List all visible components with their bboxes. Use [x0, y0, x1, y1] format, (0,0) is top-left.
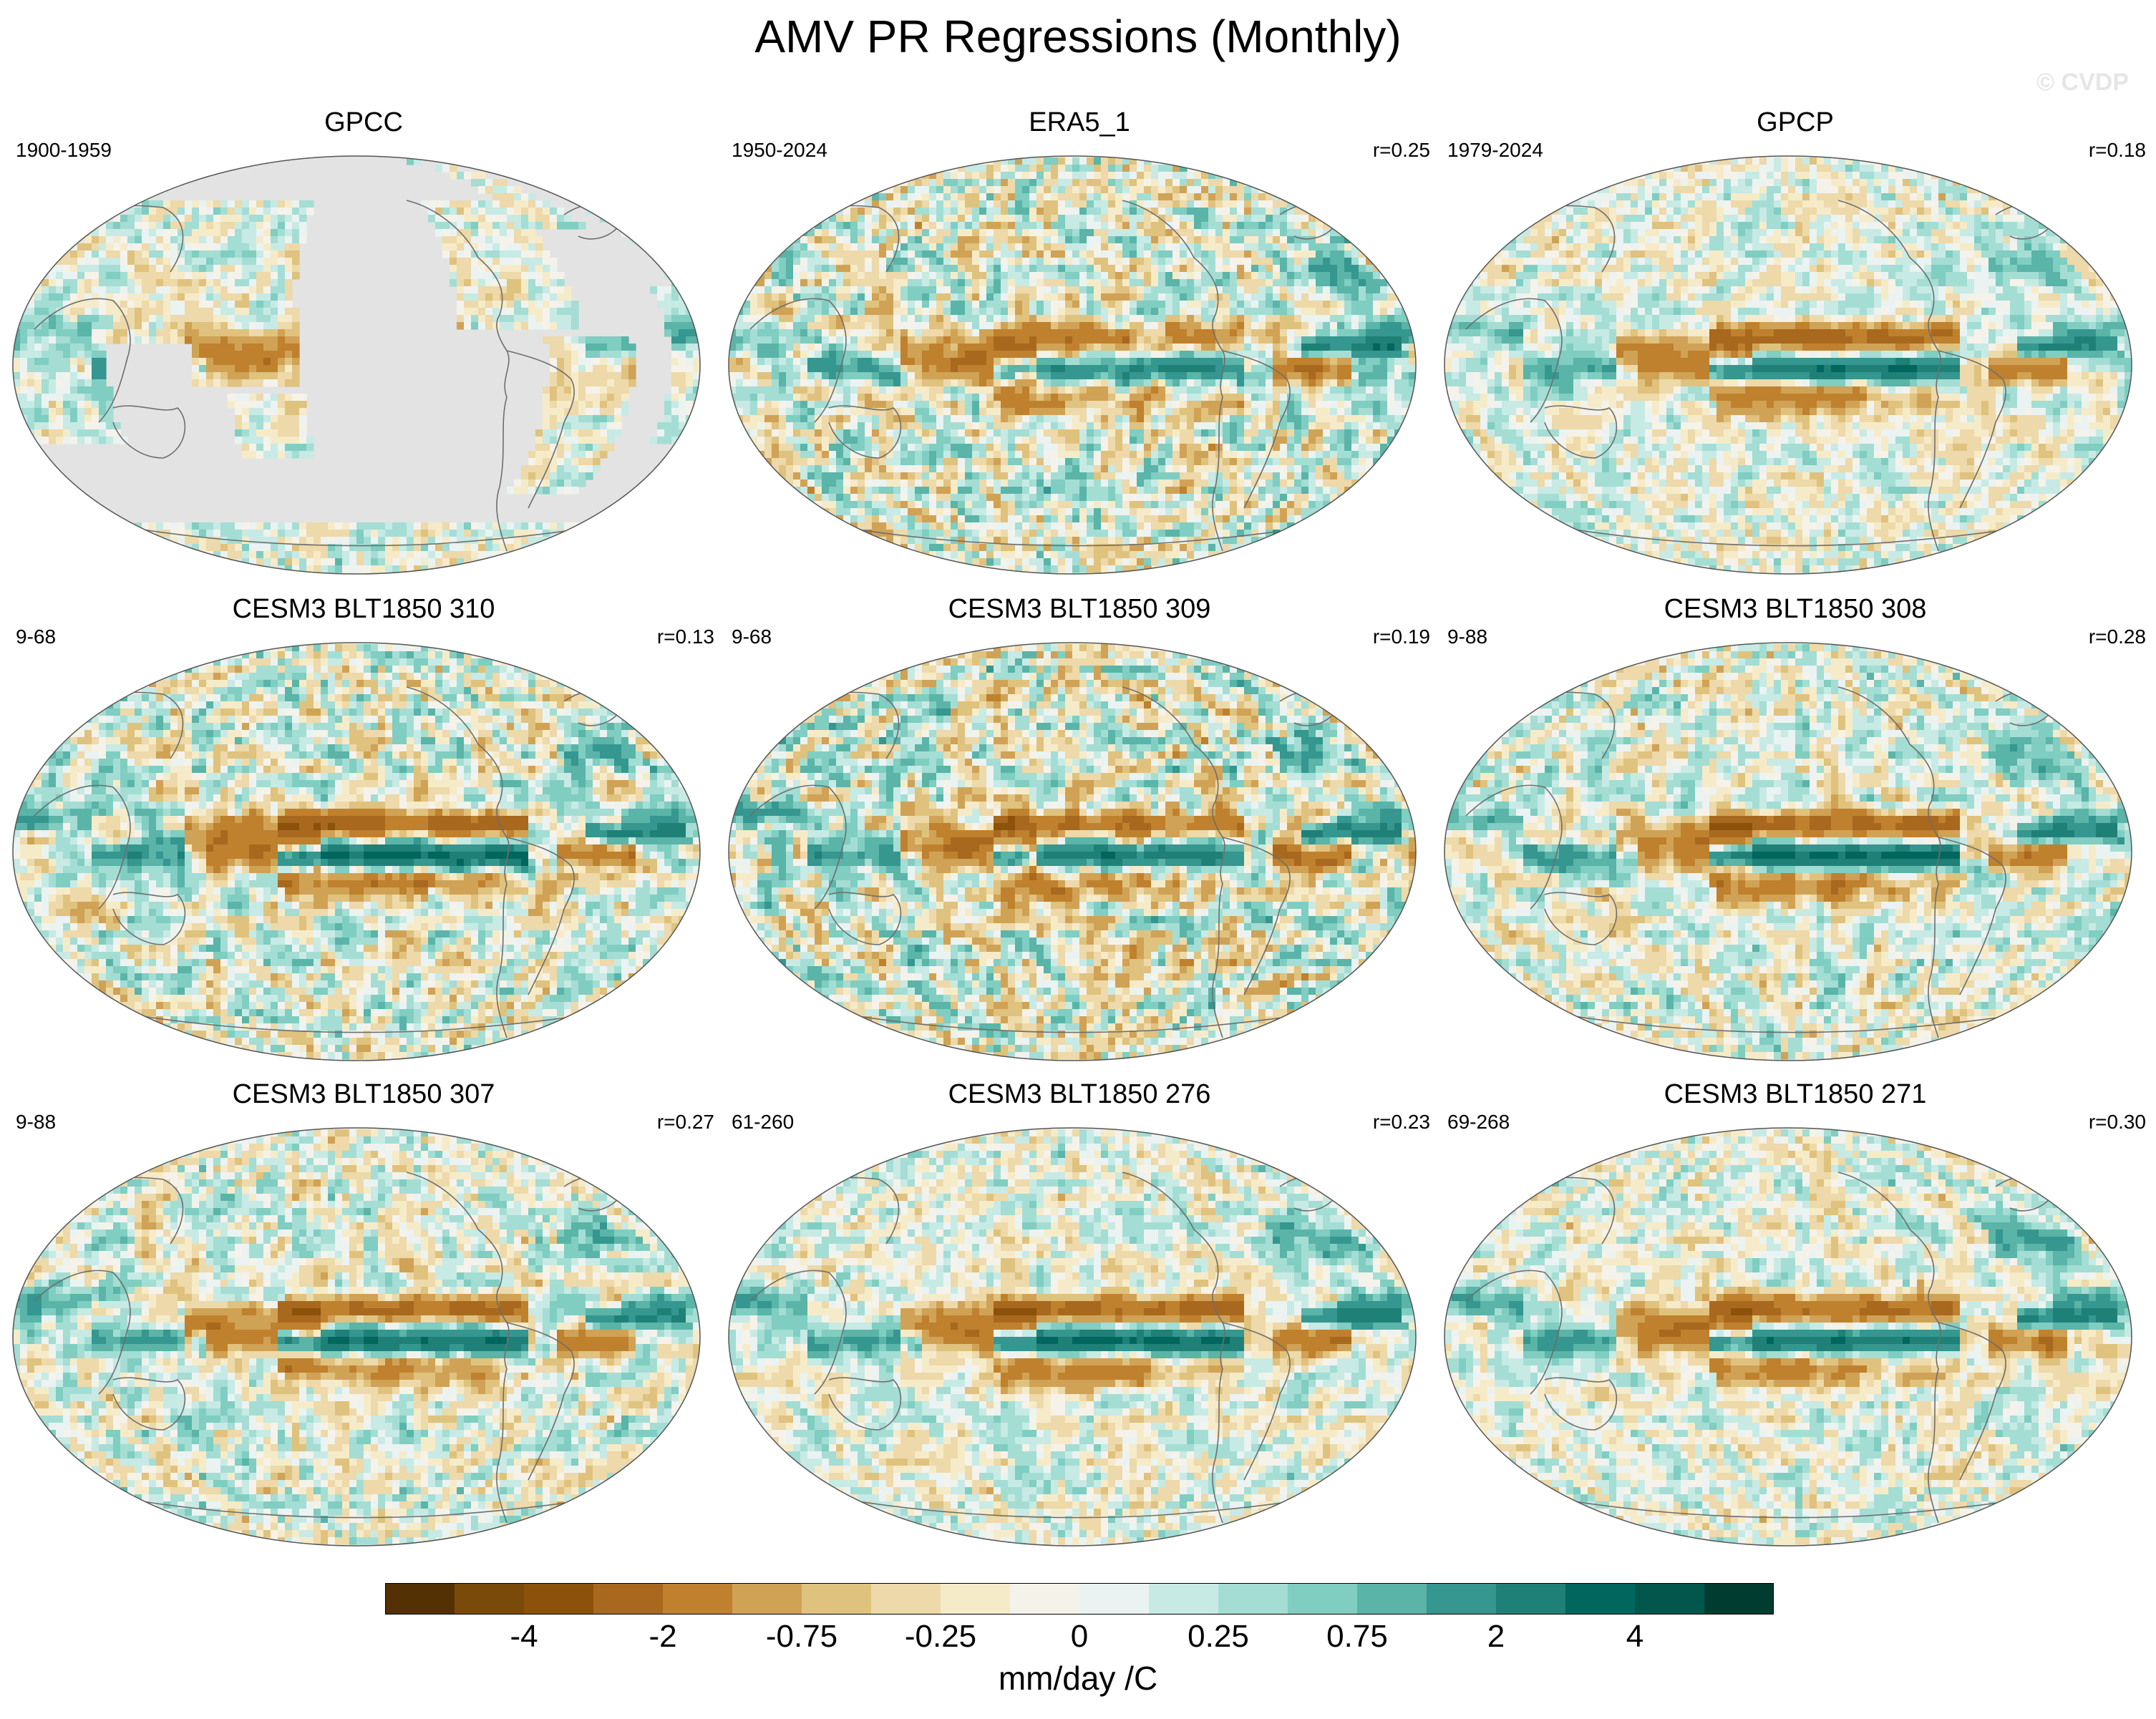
map-panel: GPCP 1979-2024 r=0.18 — [1437, 107, 2153, 580]
map-border — [12, 642, 701, 1061]
colorbar-swatch — [1288, 1583, 1358, 1615]
global-precip-map — [1444, 1127, 2132, 1547]
colorbar-swatch — [732, 1583, 802, 1615]
colorbar-tick-label: 2 — [1439, 1619, 1553, 1655]
map-border — [1444, 1127, 2132, 1547]
panel-title: CESM3 BLT1850 308 — [1437, 594, 2153, 625]
colorbar-tick-label: 0.75 — [1300, 1619, 1414, 1655]
precip-field — [729, 643, 1416, 1061]
colorbar-swatch — [1218, 1583, 1288, 1615]
colorbar-swatch — [593, 1583, 664, 1615]
panel-period: 9-88 — [1447, 625, 1487, 648]
colorbar-units-label: mm/day /C — [0, 1659, 2156, 1698]
panel-correlation: r=0.25 — [1373, 139, 1430, 162]
panel-title: CESM3 BLT1850 307 — [6, 1079, 722, 1110]
map-panel: GPCC 1900-1959 — [6, 107, 722, 580]
precip-field — [729, 1128, 1416, 1546]
panel-title: CESM3 BLT1850 309 — [722, 594, 1437, 625]
global-precip-map — [12, 155, 701, 575]
precip-field — [13, 643, 700, 1061]
map-border — [12, 155, 701, 575]
precip-field — [729, 156, 1416, 574]
precip-field — [1444, 643, 2132, 1061]
global-precip-map — [12, 642, 701, 1061]
panel-correlation: r=0.23 — [1373, 1111, 1430, 1134]
colorbar-tick-label: -0.75 — [744, 1619, 859, 1655]
precip-field — [1444, 1128, 2132, 1546]
panel-correlation: r=0.13 — [657, 625, 714, 648]
map-panel: CESM3 BLT1850 276 61-260 r=0.23 — [722, 1079, 1437, 1552]
global-precip-map — [1444, 155, 2132, 575]
panel-period: 9-68 — [732, 625, 772, 648]
colorbar — [385, 1583, 1774, 1615]
panel-period: 1900-1959 — [16, 139, 112, 162]
map-border — [728, 642, 1417, 1061]
colorbar-swatch — [1704, 1583, 1774, 1615]
map-panel: CESM3 BLT1850 271 69-268 r=0.30 — [1437, 1079, 2153, 1552]
global-precip-map — [728, 1127, 1417, 1547]
global-precip-map — [728, 155, 1417, 575]
panel-title: CESM3 BLT1850 310 — [6, 594, 722, 625]
colorbar-tick-label: 4 — [1578, 1619, 1692, 1655]
panel-correlation: r=0.28 — [2089, 625, 2146, 648]
global-precip-map — [12, 1127, 701, 1547]
global-precip-map — [1444, 642, 2132, 1061]
panel-correlation: r=0.18 — [2089, 139, 2146, 162]
panel-correlation: r=0.27 — [657, 1111, 714, 1134]
panel-title: GPCC — [6, 107, 722, 138]
colorbar-swatch — [1010, 1583, 1080, 1615]
panel-correlation: r=0.19 — [1373, 625, 1430, 648]
colorbar-swatch — [1427, 1583, 1497, 1615]
map-panel: ERA5_1 1950-2024 r=0.25 — [722, 107, 1437, 580]
map-panel: CESM3 BLT1850 310 9-68 r=0.13 — [6, 594, 722, 1066]
colorbar-swatch — [802, 1583, 872, 1615]
precip-field — [13, 1128, 700, 1546]
colorbar-tick-label: 0 — [1022, 1619, 1137, 1655]
panel-period: 61-260 — [732, 1111, 794, 1134]
colorbar-swatch — [941, 1583, 1011, 1615]
map-border — [12, 1127, 701, 1547]
map-panel: CESM3 BLT1850 309 9-68 r=0.19 — [722, 594, 1437, 1066]
colorbar-frame — [385, 1583, 1774, 1615]
panel-period: 9-88 — [16, 1111, 56, 1134]
colorbar-swatch — [524, 1583, 594, 1615]
panel-title: GPCP — [1437, 107, 2153, 138]
panel-title: ERA5_1 — [722, 107, 1437, 138]
colorbar-swatch — [663, 1583, 733, 1615]
colorbar-tick-label: 0.25 — [1161, 1619, 1276, 1655]
colorbar-swatch — [1079, 1583, 1150, 1615]
colorbar-swatch — [1565, 1583, 1636, 1615]
panel-correlation: r=0.30 — [2089, 1111, 2146, 1134]
colorbar-swatch — [1635, 1583, 1705, 1615]
colorbar-swatch — [1357, 1583, 1427, 1615]
map-border — [1444, 155, 2132, 575]
colorbar-tick-label: -0.25 — [883, 1619, 998, 1655]
colorbar-tick-label: -4 — [467, 1619, 581, 1655]
global-precip-map — [728, 642, 1417, 1061]
colorbar-swatch — [871, 1583, 941, 1615]
panel-period: 1950-2024 — [732, 139, 827, 162]
colorbar-swatch — [385, 1583, 455, 1615]
cvdp-watermark: © CVDP — [2036, 69, 2129, 97]
panel-title: CESM3 BLT1850 276 — [722, 1079, 1437, 1110]
panel-period: 1979-2024 — [1447, 139, 1543, 162]
precip-field — [13, 156, 700, 574]
colorbar-swatch — [455, 1583, 525, 1615]
figure-title: AMV PR Regressions (Monthly) — [0, 10, 2156, 63]
precip-field — [1444, 156, 2132, 574]
panel-title: CESM3 BLT1850 271 — [1437, 1079, 2153, 1110]
map-panel: CESM3 BLT1850 307 9-88 r=0.27 — [6, 1079, 722, 1552]
map-border — [728, 1127, 1417, 1547]
map-border — [728, 155, 1417, 575]
map-border — [1444, 642, 2132, 1061]
panel-period: 9-68 — [16, 625, 56, 648]
colorbar-tick-label: -2 — [606, 1619, 720, 1655]
map-panel: CESM3 BLT1850 308 9-88 r=0.28 — [1437, 594, 2153, 1066]
colorbar-swatch — [1149, 1583, 1219, 1615]
panel-period: 69-268 — [1447, 1111, 1510, 1134]
colorbar-swatch — [1496, 1583, 1566, 1615]
